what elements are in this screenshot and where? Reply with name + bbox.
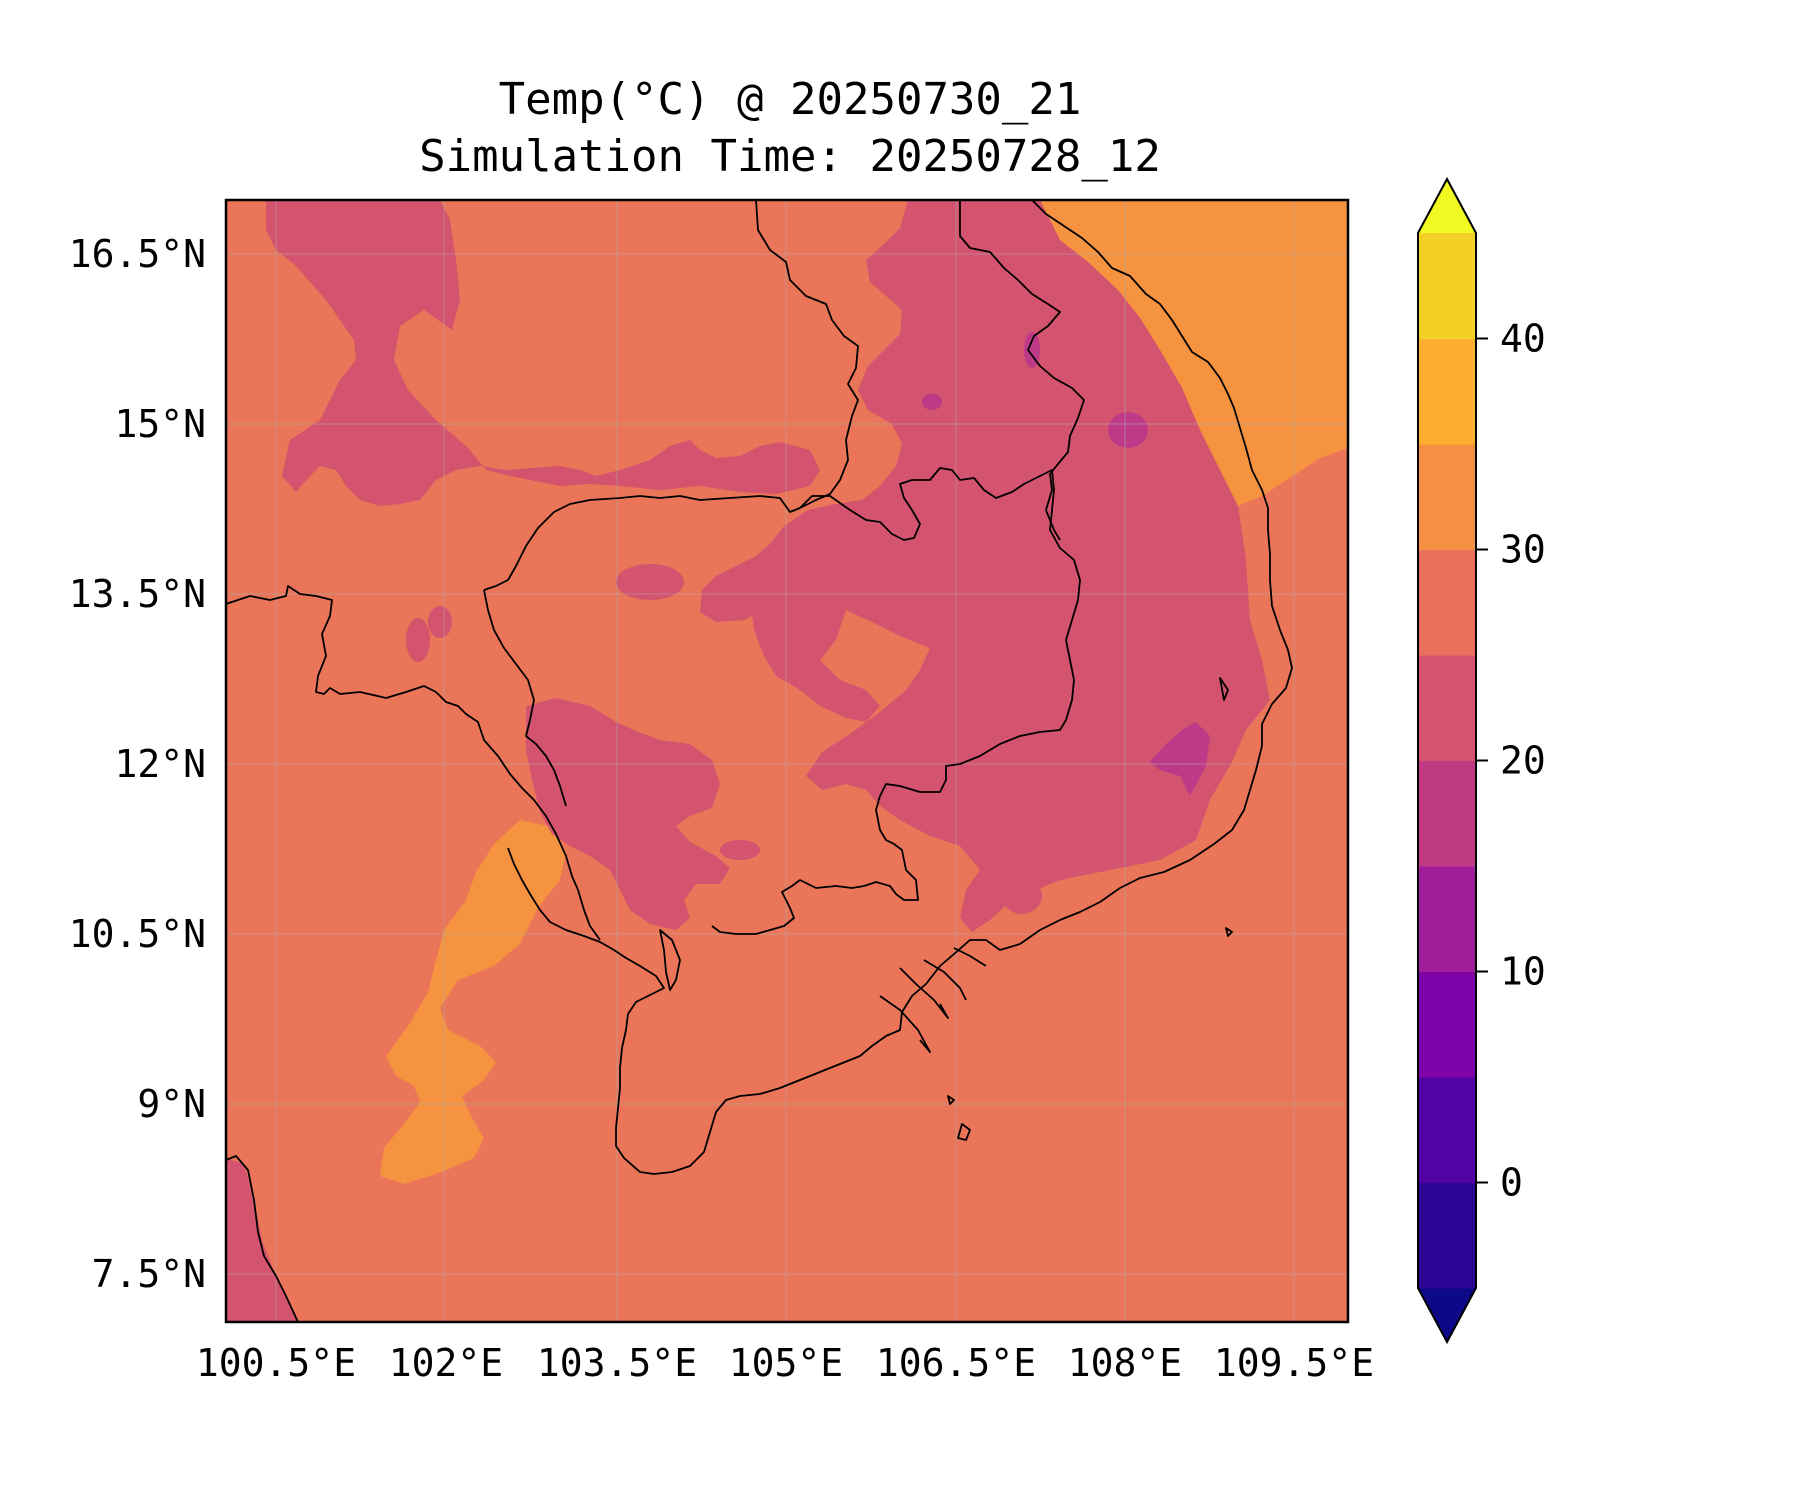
colorbar-segment [1418, 444, 1476, 551]
cool-patch-6 [1086, 582, 1118, 642]
colorbar-segment [1418, 549, 1476, 656]
cool-patch-4 [720, 840, 760, 860]
lon-tick-label: 108°E [1068, 1341, 1182, 1385]
warm-region-northeast [1030, 200, 1348, 506]
cool-patch-2 [406, 618, 430, 662]
cooler-patch-highlands [1150, 722, 1210, 796]
lon-tick-label: 109.5°E [1214, 1341, 1374, 1385]
cool-patch-1 [616, 564, 684, 600]
colorbar-tick-label: 10 [1500, 950, 1546, 994]
coastlines-borders [226, 200, 1293, 1322]
lon-tick-label: 103.5°E [537, 1341, 697, 1385]
colorbar-segment [1418, 1182, 1476, 1289]
lat-tick-label: 16.5°N [69, 232, 206, 276]
colorbar-tick-label: 30 [1500, 528, 1546, 572]
colorbar-tick-label: 20 [1500, 739, 1546, 783]
cool-patch-3 [428, 606, 452, 638]
gridlines [226, 200, 1348, 1322]
map-frame [224, 198, 1350, 1324]
colorbar-segment [1418, 233, 1476, 340]
lat-tick-label: 10.5°N [69, 912, 206, 956]
cool-region-cardamom [526, 698, 730, 930]
lat-tick-label: 7.5°N [92, 1252, 206, 1296]
colorbar-tick-label: 40 [1500, 317, 1546, 361]
cool-region-north [266, 200, 820, 506]
lon-tick-label: 102°E [389, 1341, 503, 1385]
map-panel [226, 200, 1348, 1322]
cool-region-peninsula [226, 1158, 298, 1322]
map-title: Temp(°C) @ 20250730_21 [498, 74, 1082, 125]
colorbar-segment [1418, 1077, 1476, 1184]
lat-tick-label: 9°N [137, 1082, 206, 1126]
cool-patch-5 [1002, 878, 1042, 914]
colorbar-segment [1418, 655, 1476, 762]
lat-tick-label: 13.5°N [69, 572, 206, 616]
colorbar-extend-high [1418, 179, 1476, 233]
cooler-patch-north [1108, 412, 1148, 448]
colorbar-segment [1418, 338, 1476, 445]
lon-tick-labels: 100.5°E 102°E 103.5°E 105°E 106.5°E 108°… [196, 1341, 1374, 1385]
colorbar-extend-low [1418, 1288, 1476, 1342]
colorbar-segment [1418, 971, 1476, 1078]
lat-tick-labels: 16.5°N 15°N 13.5°N 12°N 10.5°N 9°N 7.5°N [69, 232, 206, 1296]
lat-tick-label: 15°N [114, 402, 206, 446]
cool-patch-7 [1216, 666, 1264, 686]
lon-tick-label: 105°E [729, 1341, 843, 1385]
cooler-patch-laos [1024, 332, 1040, 368]
colorbar-segment [1418, 760, 1476, 867]
colorbar-tick-label: 0 [1500, 1161, 1523, 1205]
lat-tick-label: 12°N [114, 742, 206, 786]
colorbar: 40 30 20 10 0 [1417, 176, 1546, 1345]
colorbar-segment [1418, 866, 1476, 973]
cooler-patch-small [922, 394, 942, 410]
warm-region-gulf [380, 820, 566, 1184]
cool-region-central [750, 552, 880, 722]
map-subtitle: Simulation Time: 20250728_12 [419, 131, 1161, 182]
lon-tick-label: 106.5°E [876, 1341, 1036, 1385]
colorbar-outline [1417, 176, 1477, 1345]
cool-region-laos [700, 200, 1270, 932]
lon-tick-label: 100.5°E [196, 1341, 356, 1385]
